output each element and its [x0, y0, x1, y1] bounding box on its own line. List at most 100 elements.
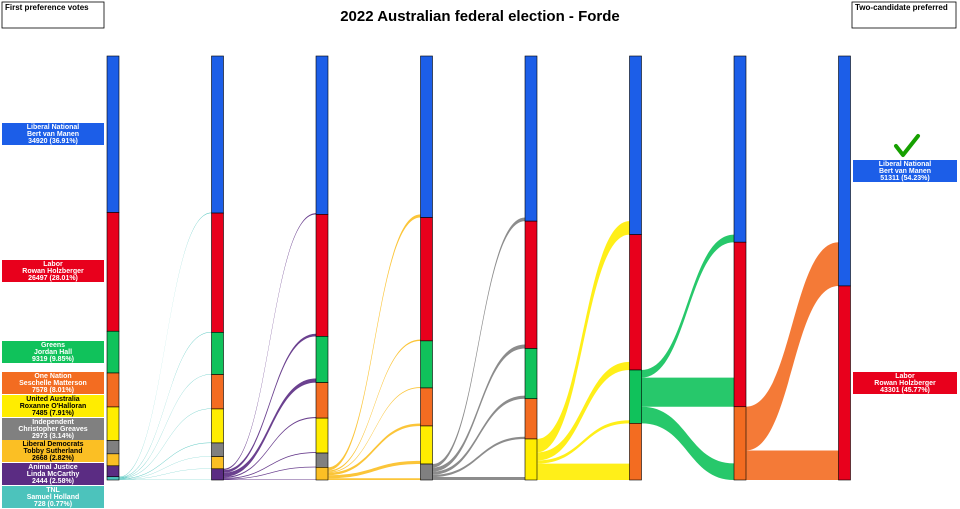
candidate-name: Bert van Manen — [879, 168, 931, 175]
votes-label: 34920 (36.91%) — [28, 138, 78, 145]
flow — [328, 423, 421, 476]
segment — [420, 387, 433, 427]
party-label: Liberal National — [879, 161, 932, 168]
flow — [328, 214, 421, 471]
segment — [629, 55, 642, 235]
candidate-name: Roxanne O'Halloran — [20, 403, 87, 410]
candidate-name: Rowan Holzberger — [874, 380, 936, 387]
segment — [838, 55, 851, 287]
party-label: Greens — [41, 342, 65, 349]
votes-label: 51311 (54.23%) — [880, 175, 929, 182]
segment — [733, 406, 747, 481]
flow — [641, 406, 734, 480]
party-label: TNL — [46, 487, 60, 494]
flow — [223, 452, 316, 479]
flow — [223, 378, 316, 477]
votes-label: 26497 (28.01%) — [28, 275, 78, 282]
first-label: First preference votes — [5, 3, 89, 12]
segment — [420, 463, 433, 481]
segment — [211, 408, 224, 444]
flow — [432, 344, 525, 472]
flow — [432, 436, 525, 478]
segment — [106, 212, 120, 332]
segment — [315, 467, 329, 481]
segment — [106, 330, 120, 374]
candidate-box — [2, 486, 104, 508]
flow — [119, 374, 212, 479]
segment — [106, 440, 120, 455]
segment — [211, 212, 224, 333]
segment — [315, 382, 329, 419]
candidate-name: Samuel Holland — [27, 494, 80, 501]
candidate-box — [853, 372, 957, 394]
flow — [641, 377, 734, 407]
flow — [223, 213, 316, 471]
candidate-name: Seschelle Matterson — [19, 380, 87, 387]
segment — [524, 438, 538, 481]
segment — [315, 336, 329, 383]
flow — [223, 333, 316, 473]
winner-check — [894, 134, 920, 157]
flow — [641, 234, 734, 378]
flow — [223, 416, 316, 478]
candidate-box — [2, 123, 104, 145]
segment — [211, 442, 224, 457]
segment — [211, 55, 224, 214]
segment — [106, 453, 120, 467]
segment — [106, 372, 120, 408]
segment — [211, 456, 224, 470]
flow — [328, 339, 421, 472]
segment — [211, 332, 224, 375]
segment — [106, 465, 120, 478]
votes-label: 7578 (8.01%) — [32, 387, 74, 394]
segment — [524, 220, 538, 349]
flow — [746, 450, 839, 480]
segment — [524, 348, 538, 400]
flow — [328, 387, 421, 473]
flow — [537, 463, 630, 480]
segment — [629, 369, 642, 424]
segment — [315, 452, 329, 468]
candidate-box — [2, 395, 104, 417]
first-label-box — [1, 1, 105, 29]
votes-label: 7485 (7.91%) — [32, 410, 74, 417]
segment — [106, 476, 120, 481]
flow — [432, 395, 525, 475]
candidate-name: Tobby Sutherland — [24, 448, 83, 455]
party-label: Liberal National — [27, 124, 80, 131]
flow — [537, 221, 630, 453]
segment — [315, 417, 329, 454]
flows — [119, 212, 839, 480]
flow — [432, 477, 525, 480]
segment — [420, 55, 433, 218]
segment — [211, 468, 224, 481]
segment — [420, 425, 433, 465]
candidate-name: Christopher Greaves — [18, 426, 87, 433]
votes-label: 2973 (3.14%) — [32, 433, 74, 440]
segment — [315, 55, 329, 215]
flow — [119, 212, 212, 478]
segment — [106, 406, 120, 441]
party-label: Independent — [32, 419, 74, 426]
flow — [223, 466, 316, 480]
segment — [629, 234, 642, 371]
candidate-name: Bert van Manen — [27, 131, 79, 138]
candidate-box — [2, 372, 104, 394]
flow — [119, 408, 212, 479]
votes-label: 2444 (2.58%) — [32, 478, 74, 485]
candidate-box — [2, 440, 104, 462]
party-label: Liberal Democrats — [22, 441, 83, 448]
segment — [211, 374, 224, 410]
flow — [746, 242, 839, 451]
party-label: Labor — [43, 261, 63, 268]
votes-label: 43301 (45.77%) — [880, 387, 930, 394]
flow — [537, 361, 630, 461]
flow — [119, 442, 212, 480]
flow — [537, 420, 630, 464]
candidate-name: Rowan Holzberger — [22, 268, 84, 275]
flow — [432, 217, 525, 468]
